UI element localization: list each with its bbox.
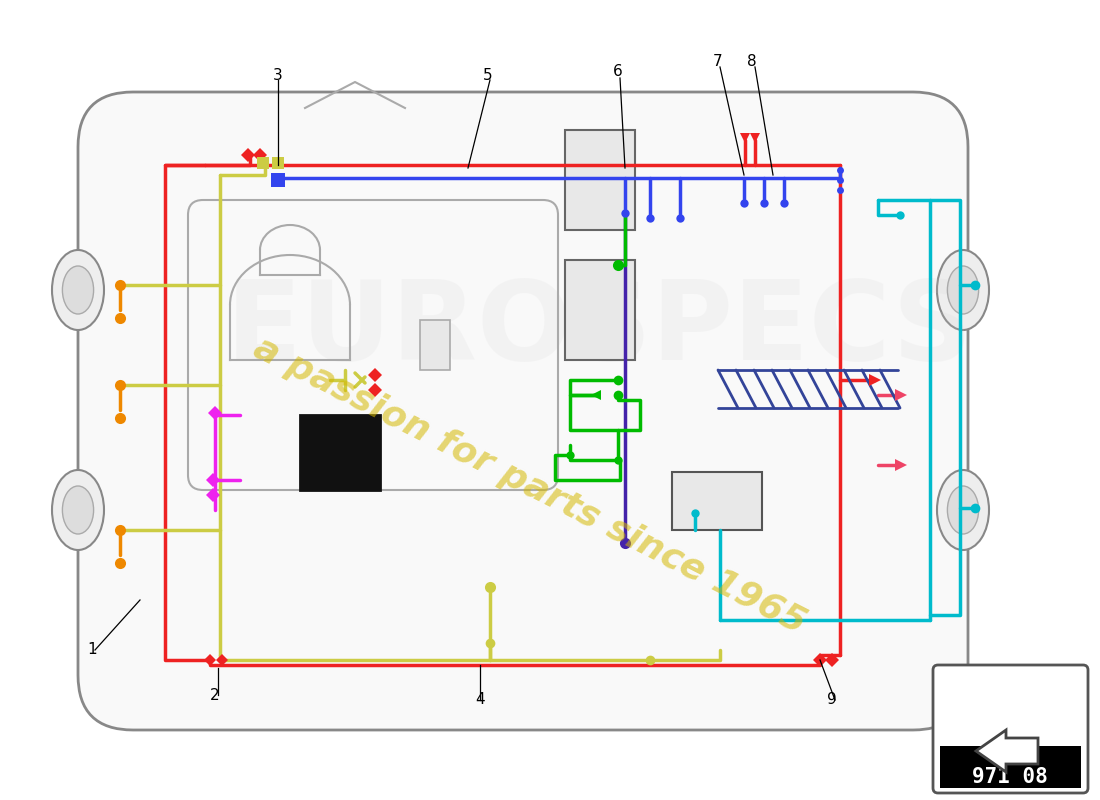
FancyBboxPatch shape (933, 665, 1088, 793)
Bar (940, 746, 1081, 788)
FancyArrow shape (976, 730, 1038, 772)
Text: 2: 2 (210, 687, 220, 702)
Bar (565, 260, 635, 360)
Text: 971 08: 971 08 (972, 767, 1048, 787)
Ellipse shape (52, 470, 104, 550)
Text: 5: 5 (483, 67, 493, 82)
Ellipse shape (937, 250, 989, 330)
Text: 7: 7 (713, 54, 723, 70)
Text: a passion for parts since 1965: a passion for parts since 1965 (249, 330, 812, 640)
Bar (420, 320, 450, 370)
Ellipse shape (947, 486, 979, 534)
Text: 1: 1 (87, 642, 97, 658)
Ellipse shape (937, 470, 989, 550)
Ellipse shape (947, 266, 979, 314)
Ellipse shape (52, 250, 104, 330)
Ellipse shape (63, 266, 94, 314)
Text: 4: 4 (475, 693, 485, 707)
Ellipse shape (63, 486, 94, 534)
Text: 6: 6 (613, 65, 623, 79)
Bar (300, 415, 379, 490)
Text: 8: 8 (747, 54, 757, 70)
Text: EUROSPECS: EUROSPECS (227, 277, 974, 383)
Bar (565, 130, 635, 230)
Bar (672, 472, 762, 530)
FancyBboxPatch shape (78, 92, 968, 730)
Text: 9: 9 (827, 693, 837, 707)
Text: 3: 3 (273, 67, 283, 82)
